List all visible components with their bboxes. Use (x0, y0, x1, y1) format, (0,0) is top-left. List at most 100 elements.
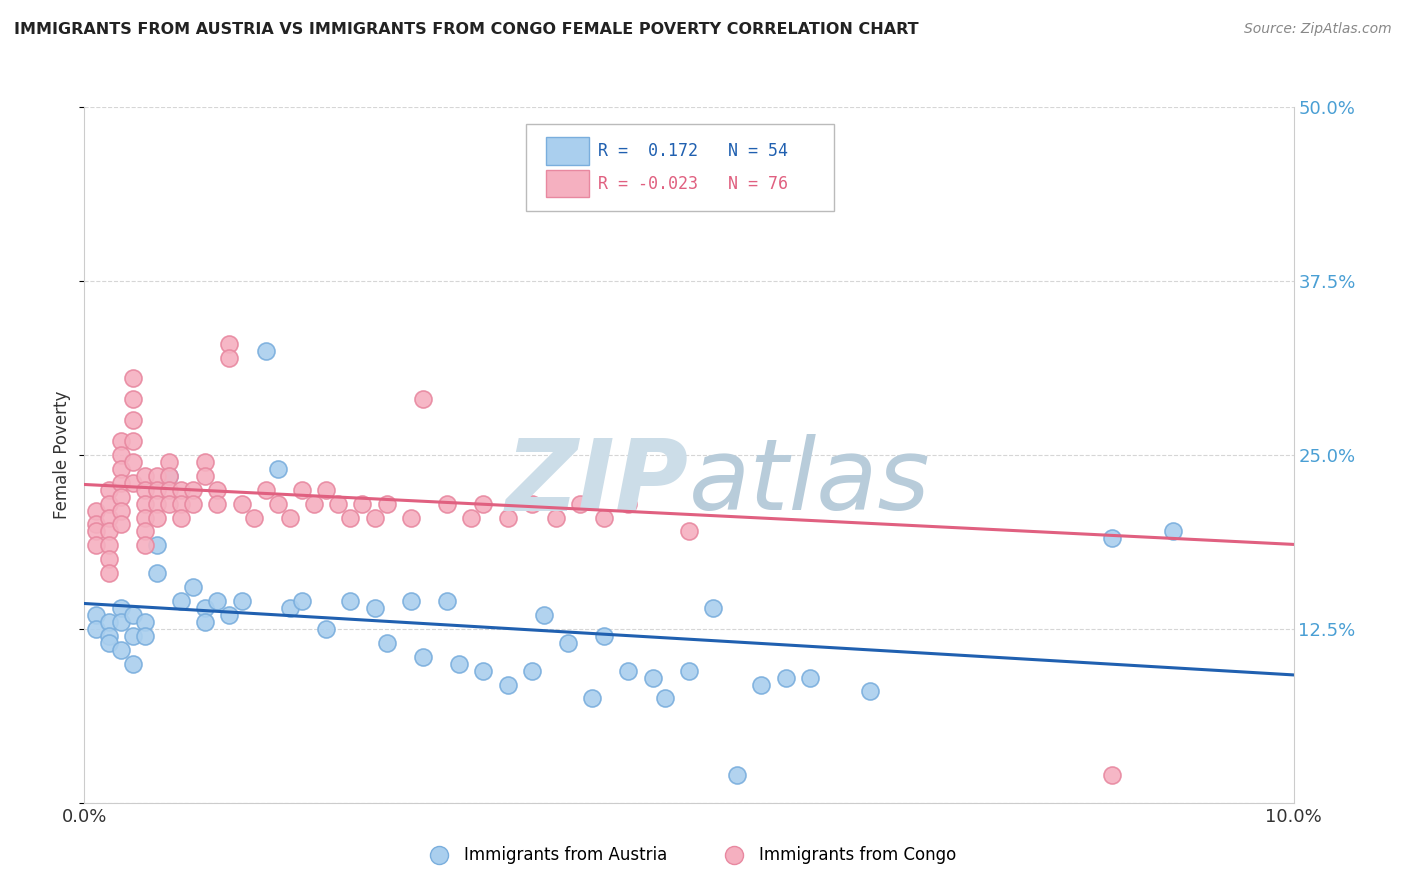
Point (134, 483, 156, 497)
Point (859, 684, 882, 698)
Point (278, 601, 301, 615)
Point (86, 538, 108, 552)
Text: IMMIGRANTS FROM AUSTRIA VS IMMIGRANTS FROM CONGO FEMALE POVERTY CORRELATION CHAR: IMMIGRANTS FROM AUSTRIA VS IMMIGRANTS FR… (14, 22, 918, 37)
Point (278, 510, 301, 524)
Point (472, 664, 495, 678)
Point (121, 434, 143, 448)
Point (97, 629, 120, 643)
Point (134, 538, 156, 552)
Point (110, 475, 132, 490)
Text: R = -0.023   N = 76: R = -0.023 N = 76 (599, 175, 789, 193)
Point (110, 434, 132, 448)
Point (121, 455, 143, 469)
Point (146, 510, 169, 524)
Point (194, 601, 217, 615)
Point (496, 677, 519, 691)
Point (97, 483, 120, 497)
Point (1101, 768, 1123, 782)
Point (375, 497, 398, 511)
Point (751, 677, 773, 691)
Point (170, 510, 193, 524)
FancyBboxPatch shape (547, 169, 589, 197)
Point (267, 497, 290, 511)
Point (110, 490, 132, 504)
Point (291, 483, 314, 497)
FancyBboxPatch shape (526, 124, 834, 211)
Point (207, 483, 229, 497)
Point (751, 177, 773, 191)
Point (315, 483, 337, 497)
Point (412, 392, 434, 407)
Point (97, 497, 120, 511)
Point (181, 580, 204, 594)
Point (1101, 532, 1123, 546)
Point (134, 497, 156, 511)
Point (121, 392, 143, 407)
Point (617, 664, 640, 678)
Point (194, 468, 217, 483)
Point (702, 601, 724, 615)
Point (97, 552, 120, 566)
Point (86, 503, 108, 517)
Point (134, 468, 156, 483)
Point (775, 671, 797, 685)
Point (110, 601, 132, 615)
Point (449, 657, 471, 671)
Point (134, 615, 156, 629)
Point (231, 594, 253, 608)
Point (267, 462, 290, 476)
Point (110, 517, 132, 532)
Point (146, 538, 169, 552)
Point (375, 636, 398, 650)
Point (254, 483, 277, 497)
Point (134, 510, 156, 524)
Point (146, 497, 169, 511)
Point (121, 413, 143, 427)
Point (520, 497, 543, 511)
Point (399, 594, 422, 608)
Point (157, 455, 180, 469)
Point (157, 468, 180, 483)
Text: R =  0.172   N = 54: R = 0.172 N = 54 (599, 142, 789, 160)
Point (146, 483, 169, 497)
Point (593, 510, 616, 524)
Point (121, 607, 143, 622)
Point (121, 657, 143, 671)
Point (110, 448, 132, 462)
Point (302, 497, 325, 511)
Point (436, 497, 458, 511)
Text: ZIP: ZIP (506, 434, 689, 532)
Point (121, 371, 143, 385)
Point (86, 622, 108, 636)
Point (97, 524, 120, 539)
Point (557, 636, 579, 650)
Point (218, 607, 240, 622)
Point (97, 538, 120, 552)
Point (157, 497, 180, 511)
Point (218, 351, 240, 365)
Point (157, 483, 180, 497)
Point (134, 629, 156, 643)
Point (569, 497, 592, 511)
Point (678, 524, 700, 539)
Point (86, 607, 108, 622)
Point (110, 462, 132, 476)
Point (207, 594, 229, 608)
Legend: Immigrants from Austria, Immigrants from Congo: Immigrants from Austria, Immigrants from… (415, 839, 963, 871)
Point (581, 691, 603, 706)
Point (97, 566, 120, 581)
Point (97, 615, 120, 629)
Point (533, 607, 555, 622)
Point (170, 483, 193, 497)
Point (86, 524, 108, 539)
Point (146, 468, 169, 483)
FancyBboxPatch shape (547, 137, 589, 165)
Point (339, 594, 361, 608)
Point (170, 497, 193, 511)
Point (157, 468, 180, 483)
Point (231, 497, 253, 511)
Point (725, 768, 748, 782)
Point (339, 510, 361, 524)
Point (363, 510, 385, 524)
Point (363, 601, 385, 615)
